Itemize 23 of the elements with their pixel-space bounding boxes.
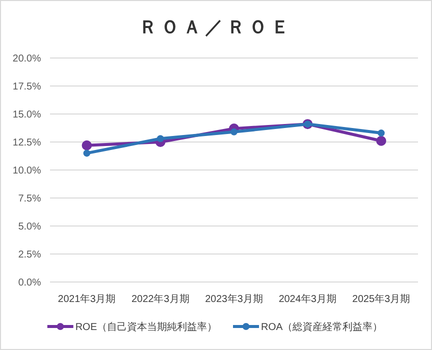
point [82,140,92,150]
point [230,128,238,136]
point [156,135,164,142]
x-tick-label: 2021年3月期 [58,293,116,305]
y-tick-label: 17.5% [12,82,42,92]
legend-label: ROA（総資産経常利益率） [261,321,383,333]
legend-label: ROE（自己資本当期純利益率） [75,321,217,333]
y-tick-label: 15.0% [12,110,42,120]
point [376,136,386,146]
point [83,150,90,157]
x-tick-label: 2025年3月期 [352,293,410,305]
x-tick-label: 2024年3月期 [278,293,337,305]
y-tick-label: 10.0% [12,166,42,176]
point [378,130,385,137]
y-tick-label: 7.5% [18,194,42,204]
y-tick-label: 20.0% [12,54,42,64]
x-tick-label: 2022年3月期 [131,293,190,305]
y-tick-label: 12.5% [12,138,42,148]
chart-title: ＲＯＡ／ＲＯＥ [139,17,293,37]
y-tick-label: 5.0% [18,222,42,232]
y-tick-label: 2.5% [18,250,42,260]
x-tick-label: 2023年3月期 [205,293,263,305]
y-tick-label: 0.0% [18,278,42,288]
